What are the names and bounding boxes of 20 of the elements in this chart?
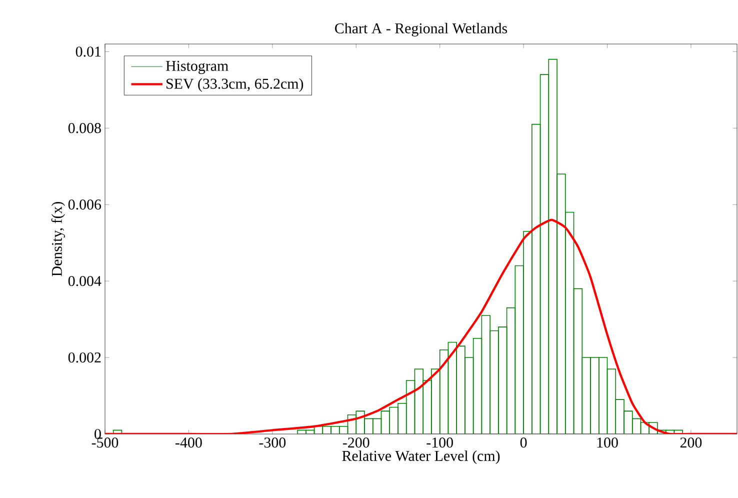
- legend-label: Histogram: [166, 60, 228, 74]
- y-axis-title: Density, f(x): [51, 202, 66, 276]
- x-tick-label: -500: [92, 438, 118, 448]
- x-tick-label: -100: [426, 438, 453, 448]
- y-tick-label: 0.002: [68, 352, 101, 363]
- x-tick-label: 200: [680, 438, 702, 448]
- x-tick-label: 100: [597, 438, 618, 448]
- x-tick-label: -200: [342, 438, 370, 448]
- x-axis-title: Relative Water Level (cm): [342, 450, 500, 464]
- legend-label: SEV (33.3cm, 65.2cm): [166, 78, 304, 92]
- x-tick-label: -300: [259, 438, 286, 448]
- line-series: [105, 218, 738, 434]
- y-tick-label: 0.006: [68, 200, 102, 210]
- chart-title: Chart A - Regional Wetlands: [335, 22, 508, 36]
- x-tick-label: 0: [520, 438, 527, 448]
- x-tick-label: -400: [176, 438, 202, 448]
- y-tick-label: 0: [94, 428, 101, 440]
- y-tick-label: 0.01: [76, 46, 101, 57]
- y-tick-label: 0.004: [68, 276, 102, 286]
- y-tick-label: 0.008: [68, 123, 101, 134]
